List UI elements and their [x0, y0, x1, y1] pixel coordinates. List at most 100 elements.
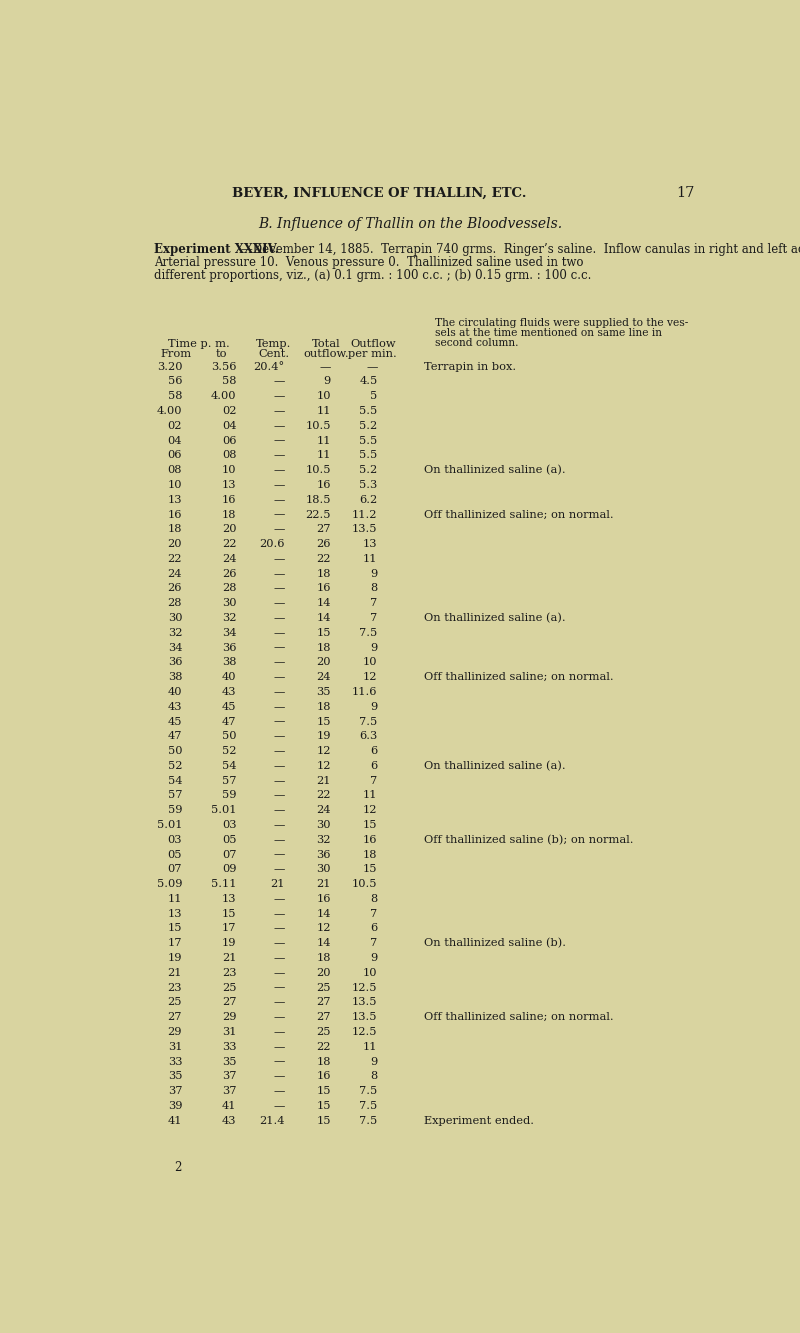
- Text: —: —: [273, 1101, 285, 1110]
- Text: 39: 39: [168, 1101, 182, 1110]
- Text: 7.5: 7.5: [359, 1101, 378, 1110]
- Text: 03: 03: [168, 834, 182, 845]
- Text: 22: 22: [222, 539, 237, 549]
- Text: 32: 32: [317, 834, 331, 845]
- Text: —: —: [273, 790, 285, 800]
- Text: 16: 16: [317, 584, 331, 593]
- Text: 13.5: 13.5: [352, 524, 378, 535]
- Text: 43: 43: [168, 701, 182, 712]
- Text: 32: 32: [222, 613, 237, 623]
- Text: 57: 57: [168, 790, 182, 800]
- Text: 18: 18: [317, 569, 331, 579]
- Text: 21: 21: [317, 880, 331, 889]
- Text: —: —: [273, 451, 285, 460]
- Text: 19: 19: [222, 938, 237, 948]
- Text: 14: 14: [317, 938, 331, 948]
- Text: —: —: [273, 628, 285, 637]
- Text: 16: 16: [222, 495, 237, 505]
- Text: Terrapin in box.: Terrapin in box.: [424, 361, 516, 372]
- Text: 25: 25: [317, 982, 331, 993]
- Text: —: —: [273, 584, 285, 593]
- Text: —: —: [273, 1086, 285, 1096]
- Text: 12: 12: [317, 746, 331, 756]
- Text: 21: 21: [270, 880, 285, 889]
- Text: 26: 26: [317, 539, 331, 549]
- Text: 16: 16: [317, 1072, 331, 1081]
- Text: 41: 41: [168, 1116, 182, 1125]
- Text: 9: 9: [370, 643, 378, 653]
- Text: The circulating fluids were supplied to the ves-: The circulating fluids were supplied to …: [435, 317, 688, 328]
- Text: 5.01: 5.01: [211, 805, 237, 816]
- Text: to: to: [215, 349, 226, 359]
- Text: 10: 10: [317, 392, 331, 401]
- Text: 59: 59: [168, 805, 182, 816]
- Text: On thallinized saline (a).: On thallinized saline (a).: [424, 613, 566, 624]
- Text: 05: 05: [168, 849, 182, 860]
- Text: 40: 40: [168, 686, 182, 697]
- Text: —: —: [273, 657, 285, 668]
- Text: 6.2: 6.2: [359, 495, 378, 505]
- Text: per min.: per min.: [349, 349, 397, 359]
- Text: —: —: [273, 909, 285, 918]
- Text: 13: 13: [222, 480, 237, 491]
- Text: 29: 29: [168, 1026, 182, 1037]
- Text: 25: 25: [222, 982, 237, 993]
- Text: —: —: [273, 376, 285, 387]
- Text: 54: 54: [222, 761, 237, 770]
- Text: 5.2: 5.2: [359, 465, 378, 475]
- Text: BEYER, INFLUENCE OF THALLIN, ETC.: BEYER, INFLUENCE OF THALLIN, ETC.: [232, 187, 526, 200]
- Text: 14: 14: [317, 909, 331, 918]
- Text: 26: 26: [168, 584, 182, 593]
- Text: 35: 35: [222, 1057, 237, 1066]
- Text: —: —: [273, 820, 285, 830]
- Text: 16: 16: [317, 894, 331, 904]
- Text: 15: 15: [317, 1101, 331, 1110]
- Text: 19: 19: [317, 732, 331, 741]
- Text: —: —: [273, 613, 285, 623]
- Text: 38: 38: [222, 657, 237, 668]
- Text: Off thallinized saline; on normal.: Off thallinized saline; on normal.: [424, 672, 614, 682]
- Text: 9: 9: [324, 376, 331, 387]
- Text: 10: 10: [363, 657, 378, 668]
- Text: —: —: [273, 717, 285, 726]
- Text: 7: 7: [370, 613, 378, 623]
- Text: 20: 20: [222, 524, 237, 535]
- Text: 4.5: 4.5: [359, 376, 378, 387]
- Text: 7.5: 7.5: [359, 717, 378, 726]
- Text: 12: 12: [317, 761, 331, 770]
- Text: 27: 27: [222, 997, 237, 1008]
- Text: —: —: [273, 392, 285, 401]
- Text: 03: 03: [222, 820, 237, 830]
- Text: —December 14, 1885.  Terrapin 740 grms.  Ringer’s saline.  Inflow canulas in rig: —December 14, 1885. Terrapin 740 grms. R…: [241, 243, 800, 256]
- Text: 31: 31: [168, 1042, 182, 1052]
- Text: 7.5: 7.5: [359, 1116, 378, 1125]
- Text: 23: 23: [222, 968, 237, 978]
- Text: 21: 21: [317, 776, 331, 785]
- Text: 24: 24: [317, 672, 331, 682]
- Text: 36: 36: [168, 657, 182, 668]
- Text: Time p. m.: Time p. m.: [168, 339, 230, 349]
- Text: 9: 9: [370, 953, 378, 962]
- Text: 11: 11: [317, 436, 331, 445]
- Text: —: —: [273, 524, 285, 535]
- Text: 9: 9: [370, 1057, 378, 1066]
- Text: 20: 20: [168, 539, 182, 549]
- Text: outflow.: outflow.: [303, 349, 349, 359]
- Text: 9: 9: [370, 701, 378, 712]
- Text: —: —: [273, 834, 285, 845]
- Text: 18: 18: [168, 524, 182, 535]
- Text: 04: 04: [222, 421, 237, 431]
- Text: 8: 8: [370, 1072, 378, 1081]
- Text: Off thallinized saline (b); on normal.: Off thallinized saline (b); on normal.: [424, 834, 634, 845]
- Text: 28: 28: [222, 584, 237, 593]
- Text: 07: 07: [222, 849, 237, 860]
- Text: Arterial pressure 10.  Venous pressure 0.  Thallinized saline used in two: Arterial pressure 10. Venous pressure 0.…: [154, 256, 584, 269]
- Text: —: —: [273, 480, 285, 491]
- Text: 30: 30: [222, 599, 237, 608]
- Text: 06: 06: [168, 451, 182, 460]
- Text: 45: 45: [222, 701, 237, 712]
- Text: 33: 33: [168, 1057, 182, 1066]
- Text: 5.5: 5.5: [359, 451, 378, 460]
- Text: 34: 34: [168, 643, 182, 653]
- Text: On thallinized saline (b).: On thallinized saline (b).: [424, 938, 566, 949]
